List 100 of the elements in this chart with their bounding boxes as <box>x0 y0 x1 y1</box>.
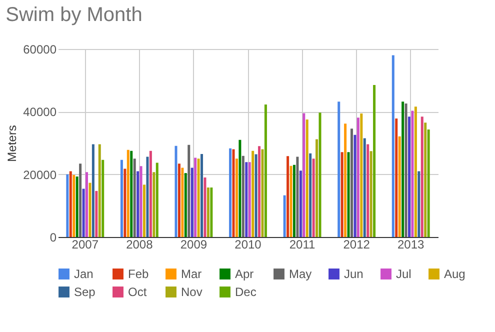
chart-title: Swim by Month <box>6 4 142 26</box>
bar <box>66 174 69 237</box>
bar <box>316 139 318 237</box>
bar <box>318 112 322 237</box>
legend-label: May <box>289 267 312 281</box>
bar <box>283 195 286 237</box>
legend-label: Dec <box>235 285 256 299</box>
bar <box>366 144 370 237</box>
bar <box>200 154 204 237</box>
bar <box>354 134 356 237</box>
bar <box>130 150 133 237</box>
bar <box>344 124 347 237</box>
bar <box>402 102 404 237</box>
legend-label: Mar <box>181 267 202 281</box>
bar <box>238 140 242 237</box>
bar <box>424 122 427 237</box>
y-tick-label: 20000 <box>23 168 57 182</box>
bar <box>88 182 92 237</box>
bar <box>306 120 308 237</box>
legend-label: Nov <box>181 285 202 299</box>
bar <box>338 102 340 237</box>
bar <box>197 158 200 237</box>
bar <box>184 173 187 237</box>
bar <box>411 110 414 237</box>
bar <box>156 162 158 237</box>
bar <box>133 158 136 237</box>
x-tick-label: 2011 <box>289 238 316 252</box>
x-tick-label: 2009 <box>180 238 208 252</box>
y-tick-label: 40000 <box>23 105 57 120</box>
bar <box>363 138 366 237</box>
bar <box>140 166 142 237</box>
bar <box>136 171 140 237</box>
legend-label: Jul <box>396 267 412 281</box>
bar <box>373 85 376 237</box>
bar <box>143 184 146 237</box>
bar <box>350 128 353 237</box>
bar <box>86 172 88 237</box>
legend-label: Aug <box>444 267 466 281</box>
bar <box>232 149 235 237</box>
bar <box>408 116 410 237</box>
bar <box>356 118 360 237</box>
legend-label: Jun <box>344 267 364 281</box>
bar <box>102 160 104 237</box>
bar <box>210 187 213 237</box>
bar <box>296 156 299 237</box>
bar <box>404 104 408 237</box>
x-tick-label: 2008 <box>126 238 154 252</box>
x-tick-label: 2012 <box>343 238 370 252</box>
bar <box>242 156 244 237</box>
bar <box>82 188 85 237</box>
legend-label: Oct <box>128 285 148 299</box>
bar <box>126 150 130 237</box>
bar <box>69 171 72 237</box>
bar <box>427 130 430 237</box>
x-tick-label: 2013 <box>398 238 425 252</box>
bar <box>181 168 184 237</box>
legend-label: Jan <box>74 267 94 281</box>
bar <box>174 146 178 237</box>
bar <box>95 190 98 237</box>
legend-label: Feb <box>128 267 150 281</box>
bar <box>360 114 363 237</box>
bar <box>235 158 238 237</box>
bar <box>370 151 372 237</box>
bar <box>347 152 350 237</box>
bar <box>254 154 258 237</box>
x-tick-label: 2010 <box>234 238 262 252</box>
bar <box>392 55 394 237</box>
bar <box>395 118 398 237</box>
bar <box>79 164 82 237</box>
bar <box>286 156 290 237</box>
bar <box>420 116 424 237</box>
bar <box>340 152 344 237</box>
bar <box>194 158 197 237</box>
bar <box>98 144 101 237</box>
bar <box>206 187 210 237</box>
bar <box>248 162 251 237</box>
bar <box>92 144 94 237</box>
bar <box>302 113 306 237</box>
bar <box>299 170 302 237</box>
bar <box>188 144 190 237</box>
x-tick-label: 2007 <box>72 238 99 252</box>
bar <box>152 172 156 237</box>
bar <box>72 174 76 237</box>
bar <box>398 136 401 237</box>
bar <box>261 149 264 237</box>
bar <box>76 176 78 237</box>
legend-label: Sep <box>74 285 96 299</box>
bar <box>292 164 296 237</box>
bar <box>120 160 123 237</box>
y-axis-title: Meters <box>5 125 20 162</box>
bar <box>418 171 420 237</box>
bar <box>146 156 149 237</box>
bar <box>264 104 267 237</box>
bar <box>190 168 194 237</box>
bar <box>414 106 417 237</box>
bar <box>290 166 292 237</box>
bar <box>312 158 315 237</box>
bar <box>309 153 312 237</box>
bar <box>149 150 152 237</box>
y-tick-label: 60000 <box>23 42 57 56</box>
